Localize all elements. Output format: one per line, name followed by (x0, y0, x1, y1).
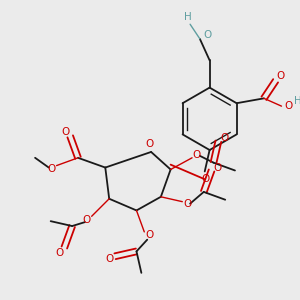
Text: H: H (184, 12, 192, 22)
Text: O: O (61, 128, 69, 137)
Text: O: O (47, 164, 56, 173)
Text: O: O (145, 139, 153, 149)
Text: O: O (284, 101, 292, 111)
Text: H: H (294, 96, 300, 106)
Text: O: O (193, 150, 201, 160)
Text: O: O (276, 71, 285, 81)
Text: O: O (213, 163, 221, 172)
Text: O: O (202, 174, 210, 184)
Text: O: O (105, 254, 113, 264)
Text: O: O (203, 30, 212, 40)
Text: O: O (145, 230, 153, 240)
Text: O: O (220, 133, 228, 143)
Text: O: O (55, 248, 64, 258)
Text: O: O (183, 199, 191, 208)
Text: O: O (82, 215, 91, 225)
